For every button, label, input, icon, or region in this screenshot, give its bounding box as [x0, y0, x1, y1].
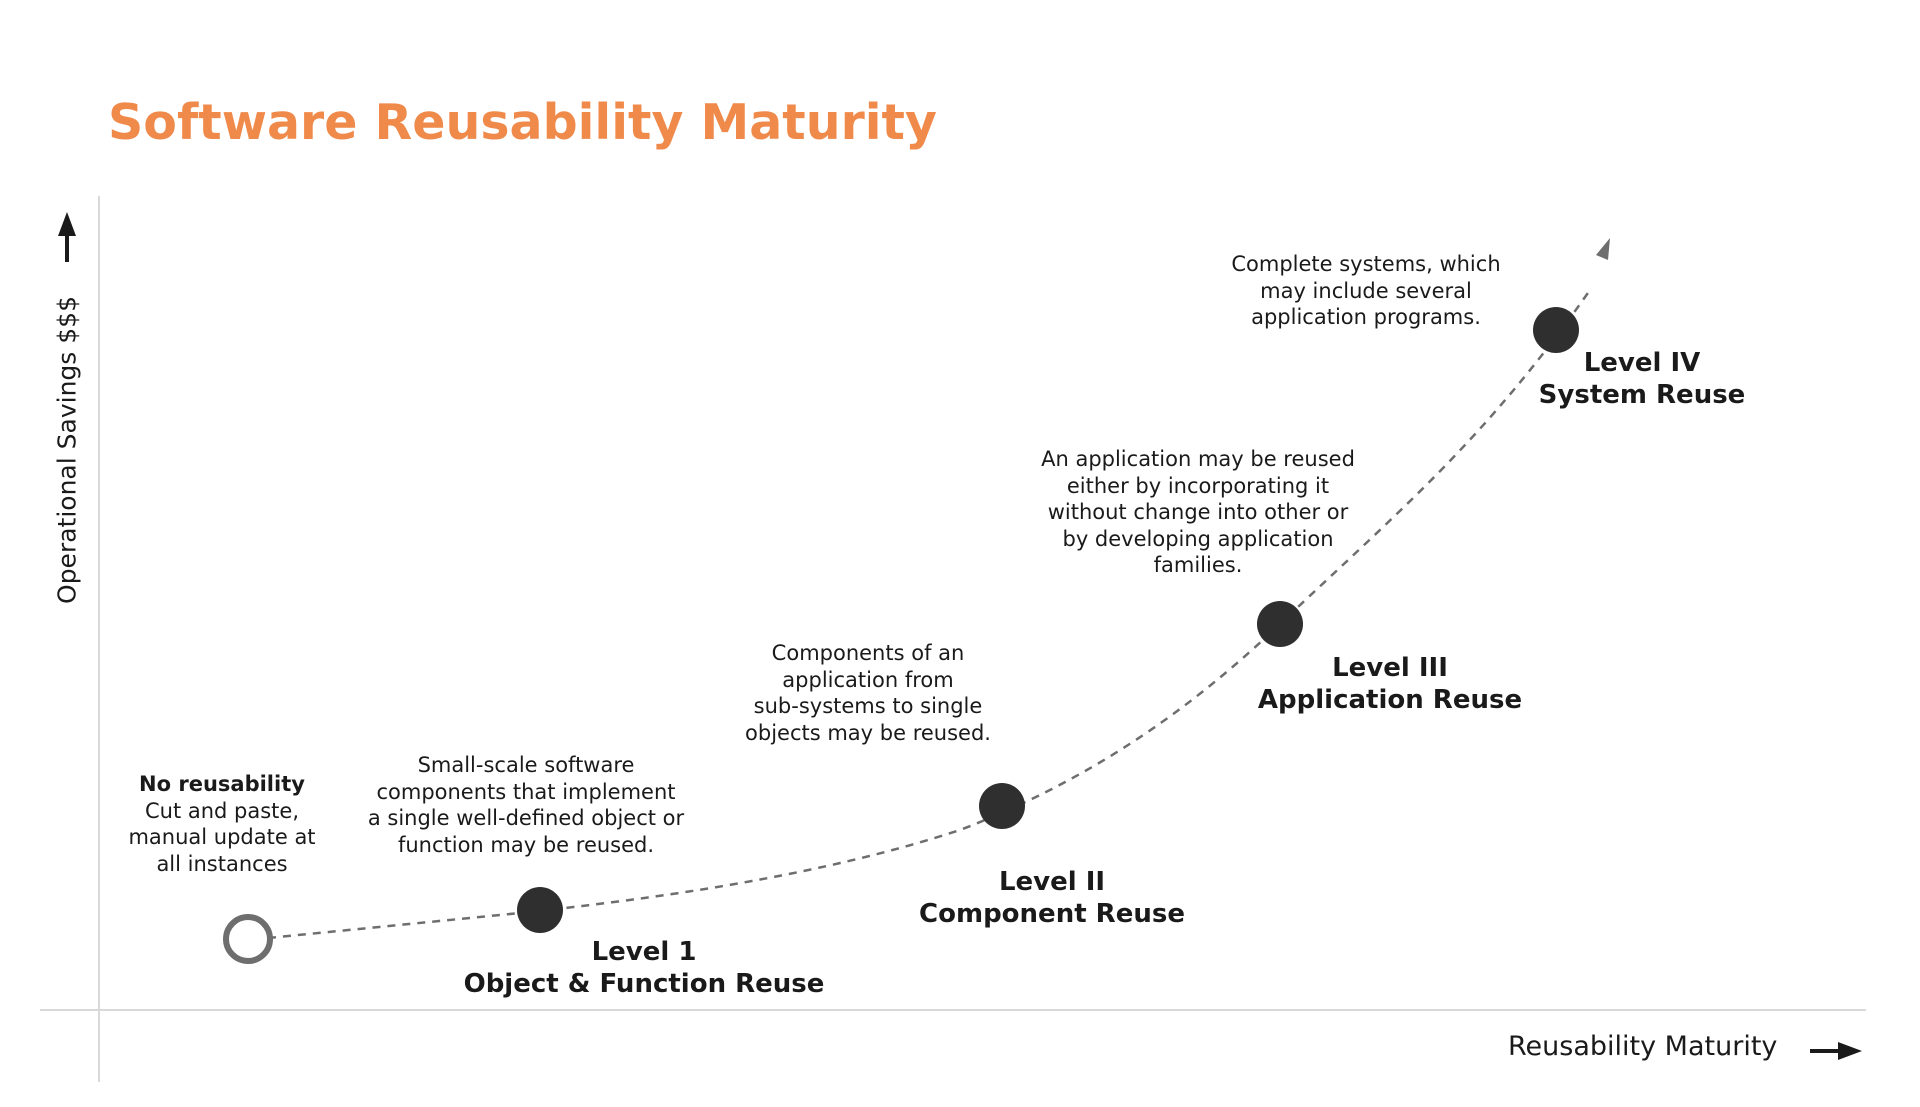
description-line: objects may be reused. — [745, 720, 991, 745]
marker-level-2 — [979, 783, 1025, 829]
description-line: manual update at — [128, 825, 316, 849]
description-line: by developing application — [1062, 526, 1334, 551]
stage-level-1-description: Small-scale software components that imp… — [368, 752, 684, 858]
marker-level-3 — [1257, 601, 1303, 647]
description-line: Components of an — [771, 641, 965, 665]
level-number: Level IV — [1583, 348, 1701, 378]
stage-level-2-label: Level II Component Reuse — [919, 866, 1185, 930]
stage-level-3-label: Level III Application Reuse — [1258, 652, 1522, 716]
level-number: Level III — [1332, 653, 1448, 683]
y-axis-label: Operational Savings $$$ — [52, 296, 82, 604]
level-name: System Reuse — [1538, 380, 1746, 410]
stage-title: No reusability — [139, 772, 305, 796]
stage-level-4-label: Level IV System Reuse — [1539, 347, 1746, 411]
stage-level-1-label: Level 1 Object & Function Reuse — [464, 936, 825, 1000]
marker-no-reusability — [223, 914, 273, 964]
level-name: Component Reuse — [919, 899, 1185, 929]
description-line: Cut and paste, — [144, 798, 300, 823]
marker-level-1 — [517, 887, 563, 933]
maturity-curve — [267, 289, 1592, 940]
x-axis-arrow-icon — [1810, 1042, 1862, 1060]
stage-level-4-description: Complete systems, which may include seve… — [1231, 251, 1500, 331]
description-line: may include several — [1260, 278, 1472, 303]
level-name: Application Reuse — [1257, 685, 1523, 715]
page-title: Software Reusability Maturity — [108, 94, 937, 151]
stage-no-reusability-description: No reusability Cut and paste, manual upd… — [128, 771, 315, 877]
x-axis-label: Reusability Maturity — [1508, 1031, 1778, 1062]
description-line: application from — [782, 667, 954, 692]
description-line: families. — [1153, 553, 1243, 577]
level-number: Level II — [998, 867, 1106, 897]
description-line: application programs. — [1251, 305, 1481, 329]
description-line: a single well-defined object or — [367, 806, 685, 830]
y-axis-arrow-icon — [58, 212, 76, 262]
level-number: Level 1 — [591, 937, 697, 967]
description-line: Complete systems, which — [1231, 252, 1501, 276]
stage-level-2-description: Components of an application from sub-sy… — [745, 640, 991, 746]
level-name: Object & Function Reuse — [463, 969, 825, 999]
description-line: all instances — [156, 851, 288, 876]
marker-level-4 — [1533, 307, 1579, 353]
description-line: function may be reused. — [397, 832, 655, 857]
description-line: components that implement — [376, 779, 676, 804]
description-line: An application may be reused — [1041, 447, 1355, 471]
description-line: Small-scale software — [417, 753, 635, 777]
description-line: without change into other or — [1047, 500, 1349, 524]
curve-arrow-icon — [1596, 238, 1610, 260]
description-line: either by incorporating it — [1066, 473, 1330, 498]
stage-level-3-description: An application may be reused either by i… — [1041, 446, 1355, 579]
description-line: sub-systems to single — [753, 694, 983, 718]
